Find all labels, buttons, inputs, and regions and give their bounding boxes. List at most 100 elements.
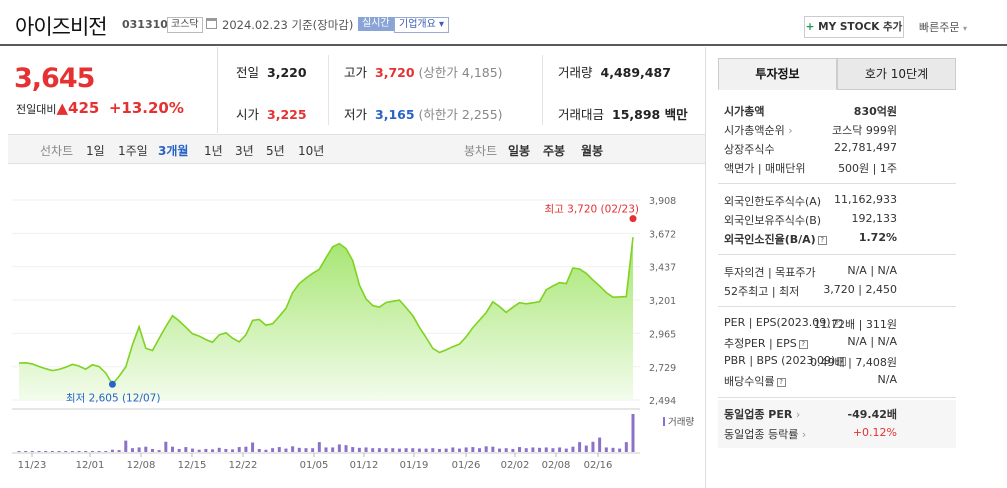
info-value: 0.49배 | 7,408원 [810, 356, 897, 369]
volume-bar [491, 446, 495, 452]
info-value: 830억원 [853, 105, 897, 118]
volume-bar [397, 448, 401, 452]
divider [718, 183, 956, 184]
volume-bar [237, 447, 241, 452]
volume-bar [544, 447, 548, 452]
help-icon[interactable]: ? [837, 356, 847, 366]
x-tick-label: 01/05 [300, 460, 329, 471]
volume-bar [618, 448, 622, 452]
volume: 거래량 4,489,487 [558, 62, 671, 81]
volume-bar [317, 442, 321, 452]
period-3m[interactable]: 3개월 [158, 144, 189, 158]
info-row: PER | EPS(2023.09)? 11.72배 | 311원 [724, 316, 952, 334]
low-value: 3,165 [375, 107, 415, 122]
industry-section [718, 400, 956, 448]
x-tick-label: 02/16 [584, 460, 613, 471]
volume-bar [264, 449, 268, 452]
volume-bar [257, 448, 261, 452]
price-chart[interactable]: 최고 3,720 (02/23) 최저 2,605 (12/07) 거래량 3,9… [0, 166, 704, 488]
volume-bar [211, 449, 215, 452]
volume-bar [304, 448, 308, 452]
volume-bar [551, 448, 555, 452]
period-1y[interactable]: 1년 [204, 144, 223, 158]
company-overview-dropdown[interactable]: 기업개요 ▾ [394, 17, 450, 33]
volume-bar [110, 449, 114, 452]
info-row: 외국인한도주식수(A) 11,162,933 [724, 193, 952, 211]
high-price: 고가 3,720 (상한가 4,185) [344, 62, 503, 81]
info-label: 외국인소진율(B/A) [724, 233, 816, 246]
prev-close: 전일 3,220 [236, 62, 307, 81]
open-label: 시가 [236, 107, 260, 122]
chevron-right-icon[interactable]: › [784, 124, 793, 137]
quick-order-button[interactable]: 빠른주문 ▾ [919, 19, 967, 35]
period-10y[interactable]: 10년 [298, 144, 325, 158]
volume-bar [24, 451, 28, 452]
volume-bar [344, 445, 348, 452]
info-label: PBR | BPS (2023.09) [724, 354, 836, 367]
info-row: 상장주식수 22,781,497 [724, 141, 952, 159]
volume-bar [351, 447, 355, 452]
x-tick-label: 12/22 [229, 460, 258, 471]
volume-bar [297, 447, 301, 452]
volume-bar [471, 447, 475, 452]
info-value: N/A | N/A [847, 264, 897, 277]
volume-bar [157, 450, 161, 452]
basis-date: 2024.02.23 기준(장마감) [222, 18, 354, 32]
volume-bar [357, 447, 361, 452]
period-3y[interactable]: 3년 [235, 144, 254, 158]
tab-orderbook-10[interactable]: 호가 10단계 [837, 58, 956, 90]
candle-weekly[interactable]: 주봉 [543, 144, 566, 158]
volume-bar [624, 442, 628, 452]
candle-monthly[interactable]: 월봉 [581, 144, 604, 158]
volume-bar [464, 447, 468, 452]
info-label: 외국인한도주식수(A) [724, 195, 822, 208]
up-arrow-icon: ▲ [56, 99, 69, 117]
volume-bar [457, 448, 461, 452]
volume-bar [37, 451, 41, 452]
volume-bar [177, 448, 181, 452]
volume-bar [404, 448, 408, 452]
trade-amount: 거래대금 15,898 백만 [558, 104, 688, 123]
price-area [19, 237, 633, 400]
y-tick-label: 3,437 [649, 263, 676, 274]
chevron-right-icon[interactable]: › [798, 428, 807, 441]
my-stock-add-button[interactable]: + MY STOCK 추가 [804, 16, 904, 38]
volume-bar [524, 448, 528, 452]
plus-icon: + [805, 21, 815, 33]
change-value: 425 [68, 99, 100, 117]
realtime-badge[interactable]: 실시간 [358, 17, 394, 31]
volume-bar [424, 448, 428, 452]
volume-bar [57, 451, 61, 452]
tab-invest-info[interactable]: 투자정보 [718, 58, 837, 90]
volume-bar [337, 444, 341, 452]
help-icon[interactable]: ? [817, 235, 827, 245]
volume-bar [311, 448, 315, 452]
help-icon[interactable]: ? [832, 318, 842, 328]
info-value: 500원 | 1주 [838, 162, 897, 175]
high-annotation: 최고 3,720 (02/23) [544, 204, 639, 216]
period-1w[interactable]: 1주일 [118, 144, 148, 158]
chevron-right-icon[interactable]: › [792, 408, 801, 421]
period-1d[interactable]: 1일 [86, 144, 105, 158]
volume-label: 거래량 [558, 65, 593, 80]
volume-bar [150, 448, 154, 452]
volume-value: 4,489,487 [600, 65, 671, 80]
help-icon[interactable]: ? [776, 377, 786, 387]
info-label: 추정PER | EPS [724, 337, 797, 350]
open-value: 3,225 [267, 107, 307, 122]
high-value: 3,720 [375, 65, 415, 80]
y-tick-label: 3,201 [649, 296, 676, 307]
volume-bar [371, 448, 375, 452]
candle-daily[interactable]: 일봉 [508, 144, 531, 158]
period-5y[interactable]: 5년 [266, 144, 285, 158]
info-row: 투자의견 | 목표주가 N/A | N/A [724, 264, 952, 282]
volume-bar [538, 447, 542, 452]
divider [718, 397, 956, 398]
info-row: 액면가 | 매매단위 500원 | 1주 [724, 160, 952, 178]
volume-bar [171, 446, 174, 452]
high-marker [629, 215, 637, 223]
help-icon[interactable]: ? [798, 339, 808, 349]
volume-label: 거래량 [668, 416, 694, 428]
low-annotation: 최저 2,605 (12/07) [66, 392, 161, 404]
info-row: 추정PER | EPS? N/A | N/A [724, 335, 952, 353]
